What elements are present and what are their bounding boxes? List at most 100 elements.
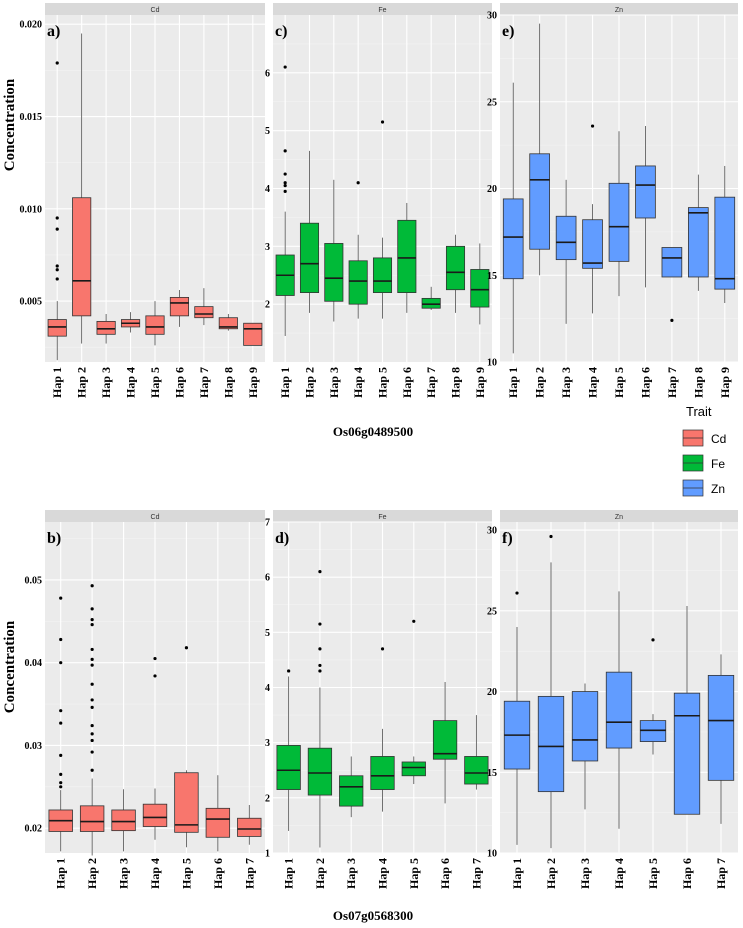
box-hap-4 [605,591,633,829]
box-iqr [111,809,136,832]
box-iqr [276,745,301,790]
box-hap-7 [194,288,214,326]
panel-label: d) [275,530,289,547]
box-hap-6 [673,605,701,815]
box-hap-5 [174,646,199,848]
box-hap-8 [688,174,709,291]
box-iqr [605,671,633,749]
box-hap-8 [218,314,238,331]
outlier-point [318,647,322,651]
panel-label: e) [502,23,514,40]
outlier-point [90,657,94,661]
box-iqr [218,317,238,330]
y-tick-label: 2 [265,300,270,311]
panel-label: c) [275,23,287,40]
y-tick-label: 4 [265,683,270,694]
outlier-point [283,189,287,193]
outlier-point [90,663,94,667]
x-category-label: Hap 8 [221,367,235,398]
box-hap-1 [275,65,295,336]
box-iqr [707,674,735,781]
outlier-point [318,669,322,673]
y-tick-label: 5 [265,126,270,137]
box-iqr [537,695,565,793]
box-iqr [397,219,417,293]
box-hap-3 [555,179,577,324]
x-category-label: Hap 2 [313,858,327,889]
box-hap-1 [48,596,73,852]
panel-label: f) [502,530,513,547]
x-category-label: Hap 4 [586,367,600,398]
outlier-point [318,570,322,574]
box-iqr [370,756,395,790]
outlier-point [318,622,322,626]
x-category-label: Hap 2 [75,367,89,398]
panel-f: Zn 10 15 20 25 30 f) Hap 1 Hap 2 Hap 3 Hap 4 Hap 5 H… [487,510,738,889]
outlier-point [90,682,94,686]
y-tick-label: 0.020 [20,20,43,31]
y-tick-label: 0.04 [25,658,43,669]
box-hap-2 [79,584,105,856]
y-axis-title-bottom: Concentration [2,620,18,713]
box-hap-2 [529,23,550,276]
box-iqr [237,817,262,837]
outlier-point [59,709,63,713]
box-hap-2 [72,33,92,344]
box-hap-3 [111,789,136,852]
facet-strip [500,510,738,522]
box-hap-9 [470,243,490,325]
legend: Trait Cd Fe Zn [682,404,726,497]
outlier-point [90,705,94,709]
outlier-point [55,216,59,220]
x-category-label: Hap 5 [179,858,193,889]
x-category-label: Hap 3 [117,858,131,889]
facet-strip-label: Cd [151,7,160,14]
panel-a: Cd 0.005 0.010 0.015 0.020 a) Hap 1 Hap 2 Hap 3 H… [20,3,265,398]
facet-strip-label: Zn [615,7,623,14]
outlier-point [380,120,385,124]
panel-d: Fe 1 2 3 4 5 6 7 d) Hap 1 Hap 2 Hap 3 Hap 4 Hap 5 Hap … [265,510,492,889]
x-category-label: Hap 1 [282,858,296,889]
y-tick-label: 15 [487,271,497,282]
box-iqr [555,215,577,261]
outlier-point [90,584,94,588]
x-category-label: Hap 4 [148,858,162,889]
outlier-point [55,277,59,281]
x-category-label: Hap 4 [124,367,138,398]
box-hap-1 [503,591,531,845]
facet-strip [45,510,265,522]
outlier-point [59,781,63,785]
facet-strip [45,3,265,15]
outlier-point [55,268,59,272]
outlier-point [287,669,291,673]
y-tick-label: 15 [487,768,497,779]
box-iqr [348,260,368,305]
outlier-point [90,618,94,622]
x-category-label: Hap 6 [211,858,225,889]
x-category-label: Hap 1 [278,367,292,398]
y-tick-label: 2 [265,793,270,804]
box-iqr [502,198,524,280]
outlier-point [283,181,287,185]
box-hap-4 [582,124,603,314]
box-iqr [145,315,165,335]
box-iqr [635,165,656,219]
x-category-label: Hap 7 [665,367,679,398]
x-category-label: Hap 1 [54,858,68,889]
y-tick-label: 4 [265,184,270,195]
box-hap-6 [635,126,656,288]
x-category-label: Hap 2 [533,367,547,398]
y-tick-label: 0.03 [25,741,43,752]
outlier-point [549,534,553,539]
panel-label: a) [47,23,60,40]
box-iqr [339,775,364,807]
y-tick-label: 3 [265,738,270,749]
box-hap-7 [661,247,683,322]
y-tick-label: 6 [265,573,270,584]
x-category-label: Hap 7 [469,858,483,889]
box-iqr [174,772,199,833]
box-hap-2 [537,534,565,849]
x-category-label: Hap 9 [718,367,732,398]
outlier-point [283,149,287,153]
box-iqr [661,247,683,278]
